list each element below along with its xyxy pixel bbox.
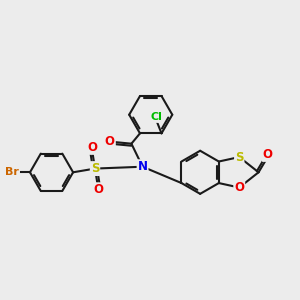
Text: O: O [234, 181, 244, 194]
Text: O: O [263, 148, 273, 161]
Text: O: O [87, 141, 97, 154]
Text: Cl: Cl [150, 112, 162, 122]
Text: O: O [105, 135, 115, 148]
Text: N: N [138, 160, 148, 173]
Text: S: S [235, 151, 244, 164]
Text: Br: Br [5, 167, 19, 177]
Text: O: O [93, 183, 103, 196]
Text: S: S [91, 162, 99, 175]
